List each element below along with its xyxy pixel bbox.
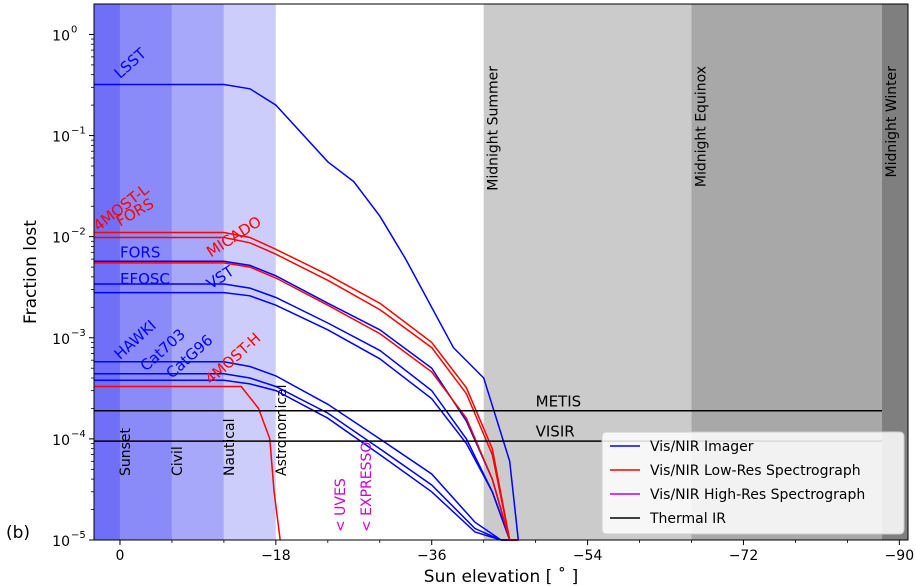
series-line-hawki — [94, 360, 519, 541]
y-tick-exponent: −4 — [71, 429, 86, 440]
band-label: Sunset — [118, 427, 134, 476]
band-label: Nautical — [222, 419, 238, 476]
band-0 — [94, 4, 120, 540]
band-label: Astronomical — [274, 384, 290, 476]
legend-label: Vis/NIR Low-Res Spectrograph — [650, 463, 861, 479]
x-tick-label: −18 — [261, 548, 291, 564]
y-axis-label: Fraction lost — [21, 220, 41, 324]
legend-label: Vis/NIR High-Res Spectrograph — [650, 487, 865, 503]
series-line-fors — [94, 231, 519, 541]
series-label: VISIR — [536, 423, 575, 441]
y-tick-exponent: −1 — [71, 126, 86, 137]
band-1 — [119, 4, 172, 540]
x-tick-label: 0 — [116, 548, 125, 564]
series-line-lsst — [94, 83, 520, 541]
x-axis-label: Sun elevation [ ˚ ] — [424, 566, 578, 586]
y-tick-label: 10 — [52, 130, 70, 146]
y-tick-exponent: −5 — [71, 530, 86, 541]
band-labels: Sunset Civil Nautical Astronomical Midnight … — [118, 66, 900, 476]
band-label: Civil — [170, 446, 186, 476]
x-tick-label: −72 — [729, 548, 759, 564]
band-label: Midnight Summer — [486, 66, 502, 191]
band-4 — [275, 4, 484, 540]
panel-label: (b) — [6, 523, 30, 543]
x-tick-label: −54 — [573, 548, 603, 564]
series-line-catg96 — [94, 379, 519, 541]
y-tick-label: 10 — [52, 433, 70, 449]
x-tick-label: −90 — [885, 548, 915, 564]
series-line-4most-l — [94, 236, 519, 541]
y-tick-label: 10 — [52, 332, 70, 348]
x-axis: 0 −18 −36 −54 −72 −90 — [116, 540, 915, 564]
y-tick-exponent: −2 — [71, 227, 86, 238]
y-tick-exponent: −3 — [71, 328, 86, 339]
series-line-cat703 — [94, 373, 519, 541]
highres-marker: < EXPRESSO — [359, 442, 375, 532]
legend-box — [601, 431, 905, 535]
y-tick-label: 10 — [52, 534, 70, 550]
x-tick-label: −36 — [417, 548, 447, 564]
legend: Vis/NIR Imager Vis/NIR Low-Res Spectrogra… — [601, 431, 905, 535]
series-lines — [94, 83, 882, 541]
y-tick-label: 10 — [52, 231, 70, 247]
band-label: Midnight Winter — [884, 66, 900, 178]
plot-frame — [93, 3, 909, 541]
series-label: METIS — [536, 392, 582, 410]
series-label: EFOSC — [120, 270, 170, 288]
legend-label: Vis/NIR Imager — [650, 439, 754, 455]
highres-marker: < UVES — [333, 478, 349, 532]
band-2 — [171, 4, 224, 540]
series-line-vst — [94, 291, 519, 541]
highres-markers: < UVES < EXPRESSO — [333, 442, 375, 532]
series-line-4most-h — [94, 385, 281, 541]
legend-label: Thermal IR — [649, 511, 726, 527]
band-label: Midnight Equinox — [694, 66, 710, 187]
y-tick-label: 10 — [52, 28, 70, 44]
series-label: FORS — [120, 244, 160, 262]
y-tick-exponent: 0 — [71, 24, 77, 35]
series-line-micado — [94, 262, 519, 541]
